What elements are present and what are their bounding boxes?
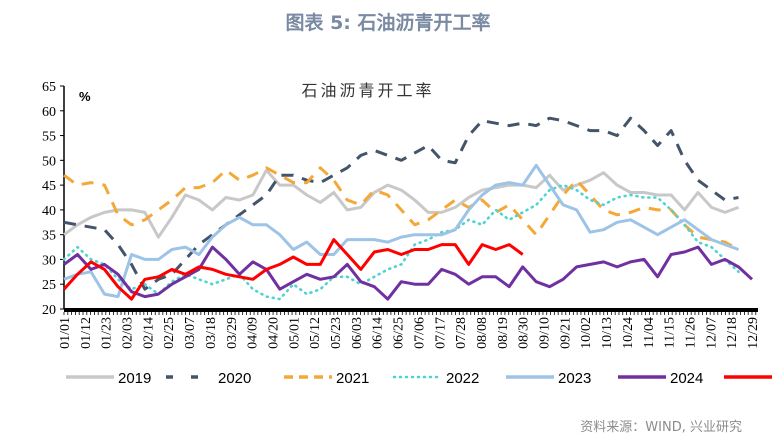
x-tick-label: 02/03: [121, 317, 136, 349]
x-tick-label: 11/15: [663, 317, 678, 348]
series-line-2023: [63, 163, 740, 299]
y-tick-label: 50: [42, 154, 56, 169]
x-tick-label: 06/25: [392, 317, 407, 349]
series-line-2021: [63, 166, 740, 251]
y-tick-label: 40: [42, 204, 56, 219]
x-tick-label: 05/01: [287, 317, 302, 349]
y-tick-label: 45: [42, 179, 56, 194]
y-tick-label: 35: [42, 229, 56, 244]
legend-label-2020: 2020: [218, 370, 251, 387]
series-line-2024: [63, 245, 754, 301]
series-line-2022: [62, 183, 740, 301]
x-tick-label: 10/13: [600, 317, 615, 349]
figure-title: 图表 5: 石油沥青开工率: [285, 12, 491, 34]
x-tick-label: 08/30: [517, 317, 532, 349]
legend-label-2022: 2022: [446, 370, 479, 387]
y-tick-label: 30: [42, 253, 56, 268]
x-tick-label: 05/12: [308, 317, 323, 349]
series-line-2025: [62, 238, 524, 301]
y-tick-label: 55: [42, 130, 56, 145]
x-tick-label: 10/02: [579, 317, 594, 349]
x-tick-label: 02/14: [141, 317, 156, 349]
x-axis: [64, 308, 758, 312]
y-tick-label: 65: [42, 80, 56, 95]
x-tick-label: 12/18: [725, 317, 740, 349]
x-tick-label: 03/07: [183, 317, 198, 349]
x-tick-label: 12/07: [704, 317, 719, 349]
legend-label-2021: 2021: [336, 370, 369, 387]
series-line-2019: [63, 168, 740, 239]
x-tick-label: 06/14: [371, 317, 386, 349]
y-tick-label: 20: [42, 303, 56, 318]
x-tick-label: 03/29: [225, 317, 240, 349]
y-tick-label: 25: [42, 278, 56, 293]
x-tick-label: 08/08: [475, 317, 490, 349]
x-tick-label: 11/26: [683, 317, 698, 348]
x-tick-label: 09/10: [538, 317, 553, 349]
x-tick-label: 01/01: [58, 317, 73, 349]
x-tick-label: 06/03: [350, 317, 365, 349]
x-tick-label: 07/28: [454, 317, 469, 349]
x-tick-label: 01/12: [79, 317, 94, 349]
x-tick-label: 03/18: [204, 317, 219, 349]
x-tick-label: 12/29: [746, 317, 761, 349]
legend-label-2019: 2019: [118, 370, 151, 387]
legend-label-2024: 2024: [670, 370, 703, 387]
y-axis-unit: %: [79, 89, 91, 104]
x-tick-label: 07/06: [412, 317, 427, 349]
y-tick-label: 60: [42, 105, 56, 120]
chart-title: 石油沥青开工率: [301, 81, 434, 100]
x-tick-label: 05/23: [329, 317, 344, 349]
x-tick-label: 08/19: [496, 317, 511, 349]
x-tick-label: 11/04: [642, 317, 657, 348]
series-line-2020: [63, 116, 739, 291]
x-tick-label: 01/23: [100, 317, 115, 349]
x-tick-label: 10/24: [621, 317, 636, 349]
source-note: 资料来源：WIND, 兴业研究: [580, 420, 742, 435]
x-tick-label: 09/21: [558, 317, 573, 349]
x-tick-label: 04/20: [266, 317, 281, 349]
x-tick-label: 02/25: [162, 317, 177, 349]
legend-label-2023: 2023: [558, 370, 591, 387]
x-tick-label: 04/09: [246, 317, 261, 349]
x-tick-label: 07/17: [433, 317, 448, 349]
